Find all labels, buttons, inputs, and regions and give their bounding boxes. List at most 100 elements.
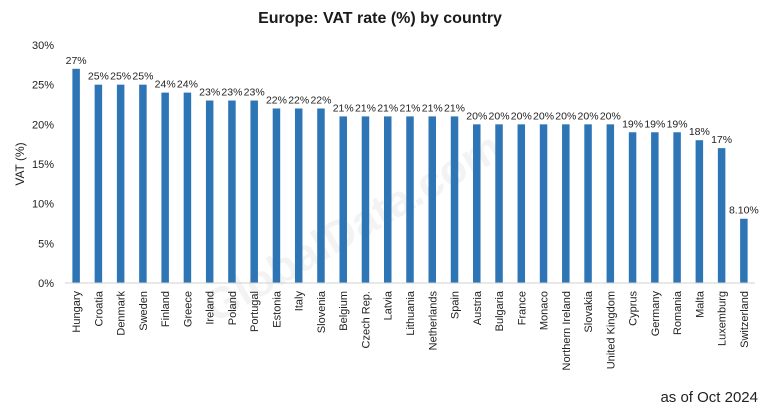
x-tick-label: Germany — [650, 291, 662, 337]
x-tick-label: Romania — [672, 290, 684, 335]
bar — [628, 132, 637, 283]
data-label: 22% — [310, 94, 331, 106]
bar — [695, 140, 704, 283]
data-label: 25% — [110, 71, 131, 83]
bar — [205, 100, 214, 284]
bar — [406, 116, 414, 284]
bar — [116, 84, 125, 284]
x-tick-label: Sweden — [138, 291, 150, 331]
data-label: 21% — [444, 102, 465, 114]
y-tick-label: 5% — [38, 238, 54, 250]
data-label: 23% — [221, 87, 242, 99]
x-tick-label: Greece — [182, 291, 194, 327]
bar — [139, 84, 147, 284]
data-label: 20% — [533, 110, 554, 122]
x-tick-label: Slovakia — [583, 290, 595, 332]
x-tick-label: Portugal — [249, 291, 261, 332]
x-tick-label: Denmark — [116, 291, 128, 336]
data-label: 20% — [511, 110, 532, 122]
y-axis-label: VAT (%) — [13, 142, 27, 185]
data-label: 25% — [132, 71, 153, 83]
bar — [673, 132, 681, 283]
x-tick-label: Switzerland — [739, 291, 751, 348]
chart-title: Europe: VAT rate (%) by country — [258, 10, 502, 27]
bar — [517, 124, 526, 283]
watermark: GlobalData.com — [195, 122, 510, 332]
bar — [651, 132, 659, 283]
bar — [72, 68, 80, 283]
x-tick-label: Latvia — [383, 290, 395, 320]
x-tick-label: Belgium — [338, 291, 350, 331]
x-tick-label: Cyprus — [628, 291, 640, 326]
y-tick-label: 25% — [32, 80, 54, 92]
data-label: 21% — [422, 102, 443, 114]
x-tick-label: Estonia — [271, 290, 283, 328]
y-tick-label: 10% — [32, 199, 54, 211]
data-label: 22% — [266, 94, 287, 106]
bar — [473, 124, 481, 283]
data-labels-group: 27%25% 25% 25%24% 24%23% 23% 23%22% 22% 22%21% 2… — [66, 55, 759, 217]
bar — [183, 92, 192, 283]
bar — [94, 84, 103, 284]
x-axis-labels: Hungary Croatia Denmark Sweden Finland Greece… — [71, 290, 751, 370]
x-tick-label: Malta — [694, 290, 706, 318]
bar — [339, 116, 347, 284]
x-tick-label: United Kingdom — [605, 291, 617, 369]
bar — [250, 100, 258, 284]
data-label: 20% — [489, 110, 510, 122]
x-tick-label: Croatia — [93, 290, 105, 326]
data-label: 23% — [199, 87, 220, 99]
data-label: 17% — [711, 134, 732, 146]
data-label: 19% — [644, 118, 665, 130]
x-tick-label: Italy — [294, 291, 306, 312]
x-tick-label: Luxemburg — [717, 291, 729, 346]
x-tick-label: Finland — [160, 291, 172, 327]
data-label: 21% — [355, 102, 376, 114]
x-tick-label: Slovenia — [316, 290, 328, 333]
data-label: 22% — [288, 94, 309, 106]
bar — [294, 108, 303, 283]
x-tick-label: Czech Rep. — [360, 291, 372, 348]
x-tick-label: Hungary — [71, 291, 83, 333]
data-label: 27% — [66, 55, 87, 67]
x-tick-label: Spain — [450, 291, 462, 319]
bar — [562, 124, 570, 283]
bar — [717, 148, 726, 283]
y-tick-label: 15% — [32, 159, 54, 171]
data-label: 24% — [155, 79, 176, 91]
data-label: 19% — [622, 118, 643, 130]
x-tick-label: Ireland — [205, 291, 217, 325]
bar — [584, 124, 592, 283]
date-annotation: as of Oct 2024 — [660, 389, 758, 406]
bar — [539, 124, 548, 283]
bar — [450, 116, 459, 284]
bar — [383, 116, 392, 284]
data-label: 20% — [600, 110, 621, 122]
data-label: 21% — [377, 102, 398, 114]
bars-group — [72, 68, 748, 284]
bar — [228, 100, 236, 284]
data-label: 23% — [244, 87, 265, 99]
x-tick-label: Lithuania — [405, 290, 417, 336]
data-label: 24% — [177, 79, 198, 91]
data-label: 18% — [689, 126, 710, 138]
data-label: 20% — [466, 110, 487, 122]
data-label: 21% — [333, 102, 354, 114]
bar — [272, 108, 281, 283]
bar — [740, 218, 748, 283]
y-tick-label: 0% — [38, 278, 54, 290]
data-label: 25% — [88, 71, 109, 83]
data-label: 8.10% — [729, 205, 759, 217]
x-tick-label: Austria — [472, 290, 484, 325]
y-tick-label: 30% — [32, 40, 54, 52]
data-label: 20% — [578, 110, 599, 122]
y-tick-label: 20% — [32, 119, 54, 131]
data-label: 19% — [667, 118, 688, 130]
x-tick-label: Northern Ireland — [561, 291, 573, 371]
x-tick-label: France — [516, 291, 528, 325]
x-tick-label: Bulgaria — [494, 290, 506, 331]
bar — [161, 92, 169, 283]
y-axis-ticks: 0% 5% 10% 15% 20% 25% 30% — [32, 40, 54, 290]
